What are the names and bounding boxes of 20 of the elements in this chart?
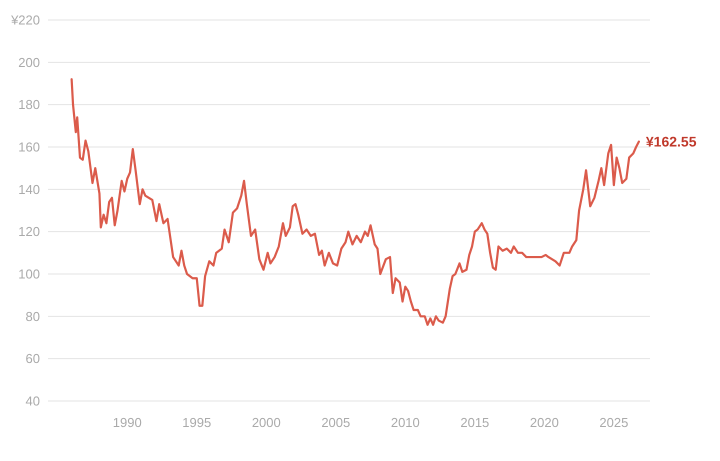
x-tick-label: 2020 <box>530 415 559 430</box>
x-tick-label: 2005 <box>321 415 350 430</box>
y-tick-label: 140 <box>18 182 40 197</box>
y-tick-label: ¥220 <box>10 12 40 28</box>
y-tick-label: 180 <box>18 97 40 112</box>
x-tick-label: 1995 <box>182 415 212 430</box>
x-tick-label: 2010 <box>390 415 420 430</box>
line-series <box>70 78 640 326</box>
y-tick-label: 160 <box>18 140 40 155</box>
y-tick-label: 60 <box>26 351 40 366</box>
y-tick-label: 100 <box>18 266 40 282</box>
x-tick-label: 2000 <box>252 415 281 430</box>
y-tick-label: 80 <box>26 308 40 324</box>
x-tick-label: 1990 <box>112 415 142 430</box>
y-tick-label: 40 <box>26 394 40 409</box>
x-tick-label: 2025 <box>599 415 628 430</box>
x-tick-label: 2015 <box>460 415 490 430</box>
annotation: ¥162.55 <box>646 134 697 150</box>
y-tick-label: 200 <box>18 54 40 70</box>
y-tick-label: 120 <box>18 224 40 240</box>
